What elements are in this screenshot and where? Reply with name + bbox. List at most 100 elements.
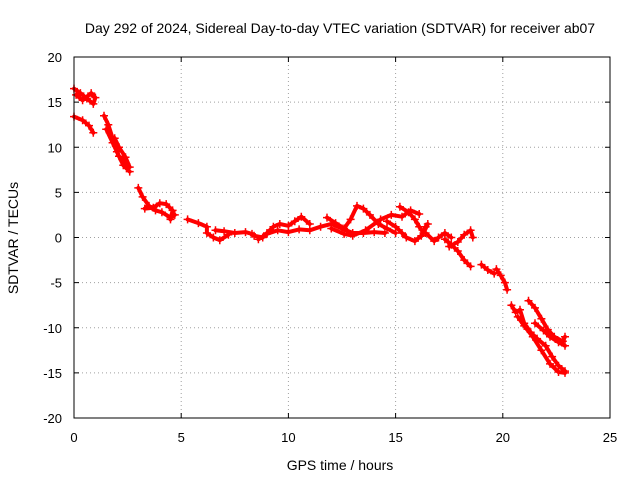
y-axis-label: SDTVAR / TECUs [5,182,21,294]
data-point-marker [447,233,456,242]
data-point-marker [138,192,147,201]
grid-layer [74,57,610,418]
data-point-marker [275,220,284,228]
data-point-marker [220,227,229,236]
y-tick-label: 5 [55,185,62,200]
data-point-marker [89,128,98,137]
data-point-marker [513,312,522,321]
data-point-marker [168,206,177,215]
data-point-marker [250,231,259,240]
x-tick-label: 10 [281,430,295,445]
data-point-marker [398,212,406,221]
data-point-marker [477,260,486,269]
data-point-marker [121,153,130,162]
y-tick-label: 15 [48,95,62,110]
data-point-marker [100,111,108,120]
data-point-marker [340,229,349,238]
data-point-marker [398,229,406,237]
data-point-marker [254,235,263,244]
data-point-marker [507,301,516,310]
data-point-marker [460,230,469,239]
data-point-marker [466,226,475,235]
data-point-marker [531,319,539,328]
data-point-marker [539,326,548,335]
chart-title: Day 292 of 2024, Sidereal Day-to-day VTE… [85,20,595,36]
series-line [72,114,96,135]
data-point-marker [110,134,119,143]
data-point-marker [370,228,379,237]
data-point-marker [503,285,512,294]
data-point-marker [202,229,211,237]
data-point-marker [365,210,374,219]
data-point-marker [346,215,355,224]
data-point-marker [209,233,218,242]
data-point-marker [402,233,411,242]
data-point-marker [445,242,454,251]
data-point-marker [241,228,250,237]
data-point-marker [323,213,331,222]
data-point-marker [166,215,175,224]
data-point-marker [430,237,439,246]
data-point-marker [157,208,166,217]
x-tick-label: 0 [70,430,77,445]
data-point-marker [85,121,93,130]
data-point-marker [395,202,404,211]
data-point-marker [483,266,492,274]
data-point-marker [269,222,278,231]
data-point-marker [348,231,357,240]
data-point-marker [516,305,524,314]
data-point-marker [380,229,389,237]
data-point-marker [415,222,424,231]
data-point-marker [72,90,81,99]
data-point-marker [230,229,239,237]
series-track-6 [140,199,177,224]
data-point-marker [387,210,396,219]
data-point-marker [561,341,569,350]
data-point-marker [78,96,87,105]
data-point-marker [82,94,91,103]
data-point-marker [115,152,123,161]
x-tick-label: 5 [178,430,185,445]
series-track-15 [421,229,456,246]
data-point-marker [537,346,546,355]
data-point-marker [554,338,563,347]
y-tick-label: -5 [50,276,62,291]
series-line [72,86,98,106]
data-point-marker [108,138,117,147]
data-point-marker [273,226,282,235]
y-tick-label: 10 [48,140,62,155]
x-tick-label: 25 [603,430,617,445]
data-point-marker [453,247,462,255]
data-point-marker [383,217,391,226]
x-axis-label: GPS time / hours [287,457,394,473]
data-point-marker [453,238,462,246]
data-layer [70,84,569,377]
data-point-marker [546,359,554,368]
series-track-1 [70,84,100,108]
data-point-marker [528,332,537,341]
data-point-marker [383,224,391,233]
data-point-marker [140,204,149,213]
data-point-marker [194,219,203,228]
data-point-marker [466,262,475,271]
data-point-marker [423,220,432,228]
data-point-marker [102,125,111,134]
data-point-marker [391,222,400,231]
data-point-marker [297,212,306,221]
series-track-22 [531,319,569,350]
data-point-marker [524,296,533,305]
data-point-marker [468,233,477,242]
data-point-marker [183,215,192,224]
series-track-18 [477,260,499,278]
series-track-19 [492,265,512,294]
data-point-marker [78,116,87,125]
data-point-marker [263,229,271,238]
x-tick-label: 20 [496,430,510,445]
data-point-marker [87,89,96,98]
data-point-marker [327,224,336,233]
tick-layer: 0 5 10 15 20 25 20 15 10 5 0 -5 -10 -15 -20 [43,50,617,445]
data-point-marker [460,256,469,265]
data-point-marker [149,203,158,212]
data-point-marker [404,208,413,217]
